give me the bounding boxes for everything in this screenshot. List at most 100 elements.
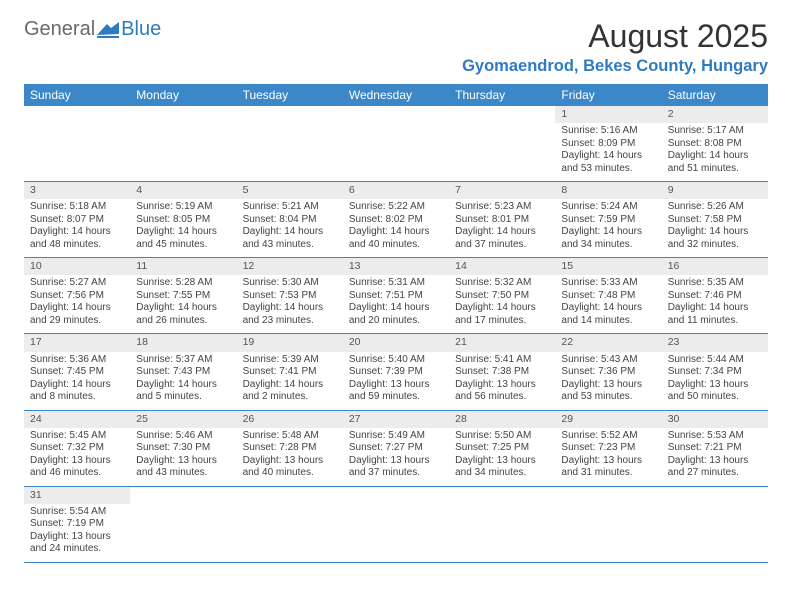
- logo-text-a: General: [24, 18, 95, 41]
- day-number: [662, 487, 768, 504]
- daylight-text-2: and 11 minutes.: [668, 315, 762, 328]
- sunrise-text: Sunrise: 5:26 AM: [668, 201, 762, 214]
- calendar-row: 3Sunrise: 5:18 AMSunset: 8:07 PMDaylight…: [24, 182, 768, 258]
- day-body: Sunrise: 5:54 AMSunset: 7:19 PMDaylight:…: [24, 504, 130, 562]
- daylight-text-1: Daylight: 13 hours: [561, 455, 655, 468]
- daylight-text-2: and 26 minutes.: [136, 315, 230, 328]
- day-body: Sunrise: 5:30 AMSunset: 7:53 PMDaylight:…: [237, 275, 343, 333]
- sunset-text: Sunset: 7:28 PM: [243, 442, 337, 455]
- day-number: 16: [662, 258, 768, 275]
- day-number: 25: [130, 411, 236, 428]
- sunset-text: Sunset: 7:36 PM: [561, 366, 655, 379]
- sunset-text: Sunset: 7:27 PM: [349, 442, 443, 455]
- calendar-cell: 9Sunrise: 5:26 AMSunset: 7:58 PMDaylight…: [662, 182, 768, 258]
- calendar-cell: 15 Sunrise: 5:33 AMSunset: 7:48 PMDayligh…: [555, 258, 661, 334]
- daylight-text-1: Daylight: 13 hours: [349, 379, 443, 392]
- day-body: [237, 123, 343, 177]
- daylight-text-2: and 8 minutes.: [30, 391, 124, 404]
- sunset-text: Sunset: 7:51 PM: [349, 290, 443, 303]
- day-body: Sunrise: 5:35 AMSunset: 7:46 PMDaylight:…: [662, 275, 768, 333]
- sunset-text: Sunset: 8:04 PM: [243, 214, 337, 227]
- daylight-text-1: Daylight: 14 hours: [561, 150, 655, 163]
- daylight-text-1: Daylight: 13 hours: [30, 455, 124, 468]
- daylight-text-1: Daylight: 13 hours: [136, 455, 230, 468]
- sunset-text: Sunset: 8:07 PM: [30, 214, 124, 227]
- day-number: 2: [662, 106, 768, 123]
- sunrise-text: Sunrise: 5:41 AM: [455, 354, 549, 367]
- day-number: [130, 487, 236, 504]
- daylight-text-2: and 46 minutes.: [30, 467, 124, 480]
- calendar-cell: 10Sunrise: 5:27 AMSunset: 7:56 PMDayligh…: [24, 258, 130, 334]
- daylight-text-1: Daylight: 13 hours: [243, 455, 337, 468]
- sunrise-text: Sunrise: 5:43 AM: [561, 354, 655, 367]
- daylight-text-1: Daylight: 14 hours: [561, 226, 655, 239]
- sunset-text: Sunset: 7:21 PM: [668, 442, 762, 455]
- sunrise-text: Sunrise: 5:48 AM: [243, 430, 337, 443]
- location-subtitle: Gyomaendrod, Bekes County, Hungary: [462, 57, 768, 76]
- day-body: Sunrise: 5:32 AMSunset: 7:50 PMDaylight:…: [449, 275, 555, 333]
- day-body: Sunrise: 5:37 AMSunset: 7:43 PMDaylight:…: [130, 352, 236, 410]
- day-body: [130, 504, 236, 558]
- daylight-text-2: and 56 minutes.: [455, 391, 549, 404]
- calendar-cell: [237, 106, 343, 182]
- day-body: [449, 123, 555, 177]
- sunset-text: Sunset: 7:48 PM: [561, 290, 655, 303]
- day-body: [343, 504, 449, 558]
- day-body: Sunrise: 5:36 AMSunset: 7:45 PMDaylight:…: [24, 352, 130, 410]
- daylight-text-2: and 59 minutes.: [349, 391, 443, 404]
- daylight-text-2: and 27 minutes.: [668, 467, 762, 480]
- sunrise-text: Sunrise: 5:45 AM: [30, 430, 124, 443]
- sunset-text: Sunset: 7:34 PM: [668, 366, 762, 379]
- day-number: [237, 487, 343, 504]
- day-header: Wednesday: [343, 84, 449, 106]
- logo: General Blue: [24, 18, 161, 41]
- header: General Blue August 2025 Gyomaendrod, Be…: [24, 18, 768, 76]
- sunrise-text: Sunrise: 5:21 AM: [243, 201, 337, 214]
- sunset-text: Sunset: 7:58 PM: [668, 214, 762, 227]
- sunrise-text: Sunrise: 5:19 AM: [136, 201, 230, 214]
- daylight-text-1: Daylight: 13 hours: [668, 379, 762, 392]
- day-body: [662, 504, 768, 558]
- day-body: Sunrise: 5:43 AMSunset: 7:36 PMDaylight:…: [555, 352, 661, 410]
- daylight-text-2: and 23 minutes.: [243, 315, 337, 328]
- day-number: 7: [449, 182, 555, 199]
- calendar-cell: 12Sunrise: 5:30 AMSunset: 7:53 PMDayligh…: [237, 258, 343, 334]
- daylight-text-2: and 37 minutes.: [455, 239, 549, 252]
- daylight-text-2: and 45 minutes.: [136, 239, 230, 252]
- calendar-cell: 1Sunrise: 5:16 AMSunset: 8:09 PMDaylight…: [555, 106, 661, 182]
- sunset-text: Sunset: 7:25 PM: [455, 442, 549, 455]
- day-body: Sunrise: 5:48 AMSunset: 7:28 PMDaylight:…: [237, 428, 343, 486]
- day-number: [449, 487, 555, 504]
- sunrise-text: Sunrise: 5:50 AM: [455, 430, 549, 443]
- day-body: Sunrise: 5:19 AMSunset: 8:05 PMDaylight:…: [130, 199, 236, 257]
- sunrise-text: Sunrise: 5:37 AM: [136, 354, 230, 367]
- calendar-cell: 7Sunrise: 5:23 AMSunset: 8:01 PMDaylight…: [449, 182, 555, 258]
- day-number: 15: [555, 258, 661, 275]
- day-number: [449, 106, 555, 123]
- day-body: Sunrise: 5:22 AMSunset: 8:02 PMDaylight:…: [343, 199, 449, 257]
- daylight-text-1: Daylight: 13 hours: [561, 379, 655, 392]
- day-body: Sunrise: 5:26 AMSunset: 7:58 PMDaylight:…: [662, 199, 768, 257]
- sunset-text: Sunset: 7:56 PM: [30, 290, 124, 303]
- day-body: Sunrise: 5:28 AMSunset: 7:55 PMDaylight:…: [130, 275, 236, 333]
- daylight-text-1: Daylight: 14 hours: [561, 302, 655, 315]
- sunrise-text: Sunrise: 5:40 AM: [349, 354, 443, 367]
- sunrise-text: Sunrise: 5:33 AM: [561, 277, 655, 290]
- day-body: [24, 123, 130, 177]
- day-body: Sunrise: 5:16 AMSunset: 8:09 PMDaylight:…: [555, 123, 661, 181]
- day-body: Sunrise: 5:31 AMSunset: 7:51 PMDaylight:…: [343, 275, 449, 333]
- sunrise-text: Sunrise: 5:49 AM: [349, 430, 443, 443]
- day-number: 26: [237, 411, 343, 428]
- day-body: Sunrise: 5:23 AMSunset: 8:01 PMDaylight:…: [449, 199, 555, 257]
- day-body: Sunrise: 5:18 AMSunset: 8:07 PMDaylight:…: [24, 199, 130, 257]
- day-header: Saturday: [662, 84, 768, 106]
- day-body: [343, 123, 449, 177]
- calendar-table: SundayMondayTuesdayWednesdayThursdayFrid…: [24, 84, 768, 563]
- daylight-text-2: and 40 minutes.: [349, 239, 443, 252]
- sunset-text: Sunset: 7:41 PM: [243, 366, 337, 379]
- day-number: 6: [343, 182, 449, 199]
- sunrise-text: Sunrise: 5:39 AM: [243, 354, 337, 367]
- sunrise-text: Sunrise: 5:27 AM: [30, 277, 124, 290]
- day-number: 30: [662, 411, 768, 428]
- calendar-cell: 4Sunrise: 5:19 AMSunset: 8:05 PMDaylight…: [130, 182, 236, 258]
